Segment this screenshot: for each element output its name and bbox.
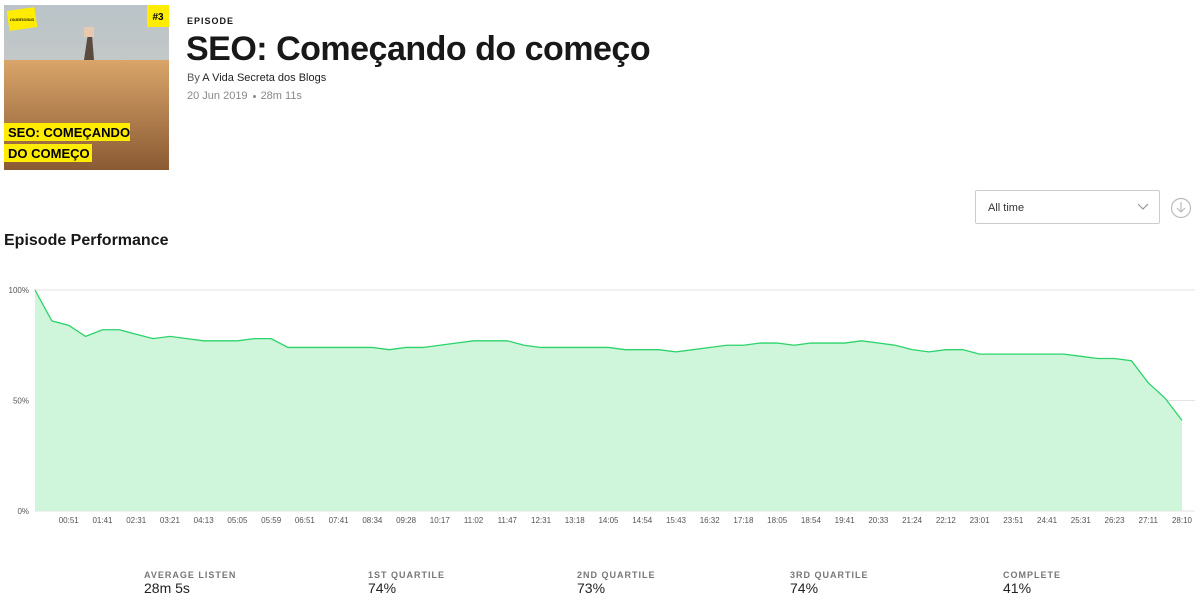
- x-tick-label: 14:05: [598, 516, 619, 525]
- x-tick-label: 22:12: [936, 516, 957, 525]
- x-tick-label: 02:31: [126, 516, 147, 525]
- x-tick-label: 04:13: [194, 516, 215, 525]
- cover-art: A VIDA SECRETA DOS BLOGS #3 SEO: COMEÇAN…: [4, 5, 169, 170]
- x-tick-label: 17:18: [733, 516, 754, 525]
- section-title: Episode Performance: [4, 232, 169, 249]
- stat-label: 1ST QUARTILE: [368, 570, 446, 580]
- y-tick-label: 0%: [17, 507, 29, 516]
- stat-label: 2ND QUARTILE: [577, 570, 656, 580]
- x-tick-label: 28:10: [1172, 516, 1193, 525]
- x-tick-label: 20:33: [868, 516, 889, 525]
- author-link[interactable]: A Vida Secreta dos Blogs: [202, 72, 327, 84]
- x-tick-label: 11:02: [464, 516, 484, 525]
- cover-logo: A VIDA SECRETA DOS BLOGS: [10, 17, 34, 22]
- performance-chart: 0% 50% 100% 00:51 01:41 02:31 03:21 04:13 05:05 0…: [9, 286, 1195, 525]
- x-tick-label: 06:51: [295, 516, 316, 525]
- by-label: By: [187, 72, 200, 84]
- x-tick-label: 05:59: [261, 516, 282, 525]
- episode-duration: 28m 11s: [260, 90, 302, 102]
- cover-caption: DO COMEÇO: [8, 146, 90, 161]
- x-tick-label: 05:05: [227, 516, 248, 525]
- x-tick-label: 27:11: [1139, 516, 1159, 525]
- x-tick-label: 14:54: [632, 516, 653, 525]
- stat-value: 73%: [577, 580, 606, 596]
- cover-caption: SEO: COMEÇANDO: [8, 125, 130, 140]
- stat-value: 74%: [368, 580, 397, 596]
- episode-label: EPISODE: [187, 16, 235, 26]
- stat-label: COMPLETE: [1003, 570, 1062, 580]
- line: [34, 289, 1183, 421]
- episode-byline: By A Vida Secreta dos Blogs: [187, 72, 326, 84]
- time-filter[interactable]: All time: [975, 190, 1160, 224]
- x-tick-label: 23:01: [970, 516, 991, 525]
- x-tick-label: 15:43: [666, 516, 687, 525]
- x-tick-label: 16:32: [700, 516, 721, 525]
- x-tick-label: 18:54: [801, 516, 822, 525]
- x-tick-label: 03:21: [160, 516, 181, 525]
- time-filter-value: All time: [988, 202, 1025, 214]
- x-tick-label: 21:24: [902, 516, 923, 525]
- x-tick-label: 18:05: [767, 516, 788, 525]
- episode-date: 20 Jun 2019: [187, 90, 248, 102]
- episode-title: SEO: Começando do começo: [186, 30, 651, 68]
- stat: 1ST QUARTILE 74%: [368, 570, 445, 596]
- x-tick-label: 19:41: [835, 516, 856, 525]
- stat: 2ND QUARTILE 73%: [577, 570, 656, 596]
- x-tick-label: 08:34: [362, 516, 383, 525]
- cover-badge: #3: [152, 12, 164, 23]
- episode-meta: 20 Jun 2019 28m 11s: [187, 90, 302, 102]
- x-tick-label: 07:41: [329, 516, 350, 525]
- area-fill: [35, 290, 1182, 511]
- dropdown-arrow: [1137, 203, 1149, 210]
- x-tick-label: 09:28: [396, 516, 417, 525]
- stat-value: 28m 5s: [144, 580, 190, 596]
- download-button[interactable]: [1170, 197, 1192, 219]
- x-tick-label: 25:31: [1071, 516, 1092, 525]
- y-tick-label: 50%: [13, 397, 29, 406]
- x-tick-label: 26:23: [1105, 516, 1126, 525]
- x-tick-label: 01:41: [92, 516, 113, 525]
- x-tick-label: 24:41: [1037, 516, 1058, 525]
- stat-label: 3RD QUARTILE: [790, 570, 869, 580]
- x-tick-label: 13:18: [565, 516, 586, 525]
- stat-value: 41%: [1003, 580, 1032, 596]
- y-tick-label: 100%: [9, 286, 29, 295]
- stat: AVERAGE LISTEN 28m 5s: [144, 570, 236, 596]
- x-tick-label: 00:51: [59, 516, 80, 525]
- x-tick-label: 10:17: [430, 516, 451, 525]
- separator: [252, 94, 256, 98]
- x-tick-label: 12:31: [531, 516, 552, 525]
- stat-label: AVERAGE LISTEN: [144, 570, 237, 580]
- stat-value: 74%: [790, 580, 819, 596]
- x-tick-label: 23:51: [1003, 516, 1024, 525]
- stat: 3RD QUARTILE 74%: [790, 570, 869, 596]
- stat: COMPLETE 41%: [1003, 570, 1061, 596]
- x-tick-label: 11:47: [498, 516, 518, 525]
